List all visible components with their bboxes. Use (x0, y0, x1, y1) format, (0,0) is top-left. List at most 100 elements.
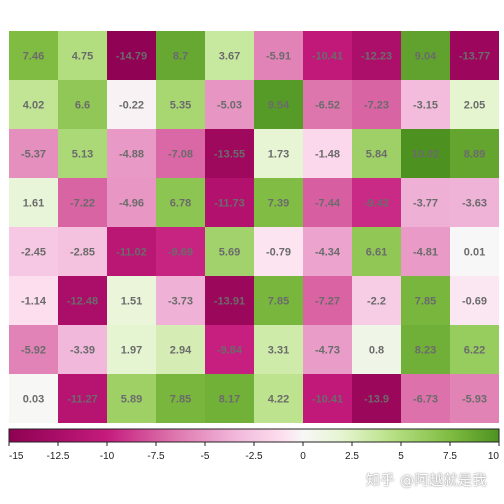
heatmap-cell-label: 1.51 (121, 296, 142, 308)
heatmap-cell (254, 374, 303, 423)
heatmap-cell (107, 276, 156, 325)
heatmap-cell (401, 374, 450, 423)
heatmap-cell-label: -4.34 (315, 247, 341, 259)
heatmap-cell (352, 276, 401, 325)
heatmap-cell-label: -5.93 (462, 394, 487, 406)
heatmap-cell (156, 178, 205, 227)
heatmap-cell (352, 31, 401, 80)
heatmap-cell (156, 325, 205, 374)
heatmap-cell-label: 1.73 (268, 149, 289, 161)
heatmap-cell-label: -11.27 (67, 394, 98, 406)
colorbar-tick-label: 7.5 (443, 451, 457, 462)
heatmap-cell-label: 5.89 (121, 394, 142, 406)
heatmap-cell (254, 227, 303, 276)
heatmap-cell-label: 9.04 (415, 51, 437, 63)
heatmap-cell-label: 0.03 (23, 394, 44, 406)
heatmap-cell (9, 325, 58, 374)
heatmap-cell (401, 227, 450, 276)
colorbar-tick-label: 0 (300, 451, 306, 462)
colorbar-tick-label: -10 (100, 451, 115, 462)
colorbar-tick-label: -7.5 (147, 451, 165, 462)
heatmap-cell (352, 325, 401, 374)
heatmap-cell (450, 227, 499, 276)
colorbar-tick-label: -2.5 (245, 451, 263, 462)
heatmap-cell-label: 8.89 (464, 149, 485, 161)
heatmap-cell (303, 31, 352, 80)
heatmap-cell (58, 129, 107, 178)
colorbar-tick-label: -5 (201, 451, 210, 462)
heatmap-cell (9, 374, 58, 423)
heatmap-cell-label: 0.01 (464, 247, 485, 259)
heatmap-cell (303, 276, 352, 325)
colorbar-gradient (8, 428, 500, 443)
heatmap-cell-label: -1.14 (21, 296, 47, 308)
heatmap-cell-label: -10.41 (312, 394, 343, 406)
heatmap-cell-label: 8.23 (415, 345, 436, 357)
heatmap-cell-label: 5.13 (72, 149, 93, 161)
heatmap-cell (107, 178, 156, 227)
heatmap-cell-label: 1.61 (23, 198, 44, 210)
heatmap-cell-label: -0.79 (266, 247, 291, 259)
heatmap-cell (450, 178, 499, 227)
colorbar-tick-label: -15 (9, 451, 24, 462)
heatmap-cell-label: 10.02 (412, 149, 440, 161)
heatmap-cell-label: -14.79 (116, 51, 147, 63)
heatmap-cell-label: -3.15 (413, 100, 438, 112)
heatmap-cell-label: 5.84 (366, 149, 388, 161)
heatmap-cell (352, 80, 401, 129)
heatmap-cell (9, 80, 58, 129)
heatmap-cell (107, 129, 156, 178)
heatmap-cell (303, 325, 352, 374)
heatmap-cell-label: 1.97 (121, 345, 142, 357)
heatmap-cell-label: -7.27 (315, 296, 340, 308)
heatmap-cell-label: -7.44 (315, 198, 341, 210)
heatmap-cell-label: -6.52 (315, 100, 340, 112)
heatmap-cell-label: -3.73 (168, 296, 193, 308)
colorbar-ticks: -15 -12.5 -10 -7.5 -5 -2.5 0 2.5 5 7.5 10 (8, 442, 500, 462)
heatmap-cell-label: -0.22 (119, 100, 144, 112)
heatmap-cell (205, 129, 254, 178)
heatmap-cell (254, 325, 303, 374)
heatmap-cell (58, 325, 107, 374)
heatmap-cell (156, 129, 205, 178)
heatmap-cell-label: -7.23 (364, 100, 389, 112)
heatmap-cell (9, 178, 58, 227)
heatmap-cell (107, 80, 156, 129)
heatmap-cell (58, 227, 107, 276)
heatmap-cells (9, 31, 499, 423)
heatmap-cell (254, 178, 303, 227)
heatmap-cell-label: -5.92 (21, 345, 46, 357)
heatmap-cell (156, 31, 205, 80)
heatmap-cell (450, 325, 499, 374)
heatmap-cell-label: -1.48 (315, 149, 340, 161)
heatmap-cell-label: -4.96 (119, 198, 144, 210)
heatmap-cell-label: 5.69 (219, 247, 240, 259)
heatmap-cell-label: -4.81 (413, 247, 438, 259)
heatmap-cell (156, 80, 205, 129)
heatmap-cell-label: 9.54 (268, 100, 290, 112)
heatmap-cell (303, 80, 352, 129)
heatmap-cell-label: -2.85 (70, 247, 95, 259)
heatmap-cell-label: -12.23 (361, 51, 392, 63)
heatmap-cell (205, 178, 254, 227)
heatmap-cell (9, 227, 58, 276)
heatmap-cell-label: -7.22 (70, 198, 95, 210)
heatmap-cell-label: -2.2 (367, 296, 386, 308)
heatmap-cell-label: -13.77 (459, 51, 490, 63)
heatmap-cell (401, 178, 450, 227)
heatmap-cell (205, 31, 254, 80)
heatmap-cell-label: -13.9 (364, 394, 389, 406)
colorbar-tick-label: 10 (488, 451, 500, 462)
heatmap-cell-label: 0.8 (369, 345, 384, 357)
heatmap-cell (254, 276, 303, 325)
heatmap-cell-label: -6.73 (413, 394, 438, 406)
heatmap-cell-label: -4.73 (315, 345, 340, 357)
heatmap-cell-label: -13.91 (214, 296, 245, 308)
heatmap-cell (156, 276, 205, 325)
heatmap-cell-label: -2.45 (21, 247, 46, 259)
colorbar-tick-label: 2.5 (345, 451, 359, 462)
heatmap-cell (303, 227, 352, 276)
heatmap-cell (352, 227, 401, 276)
heatmap-cell (9, 129, 58, 178)
heatmap-cell-label: -11.02 (116, 247, 147, 259)
